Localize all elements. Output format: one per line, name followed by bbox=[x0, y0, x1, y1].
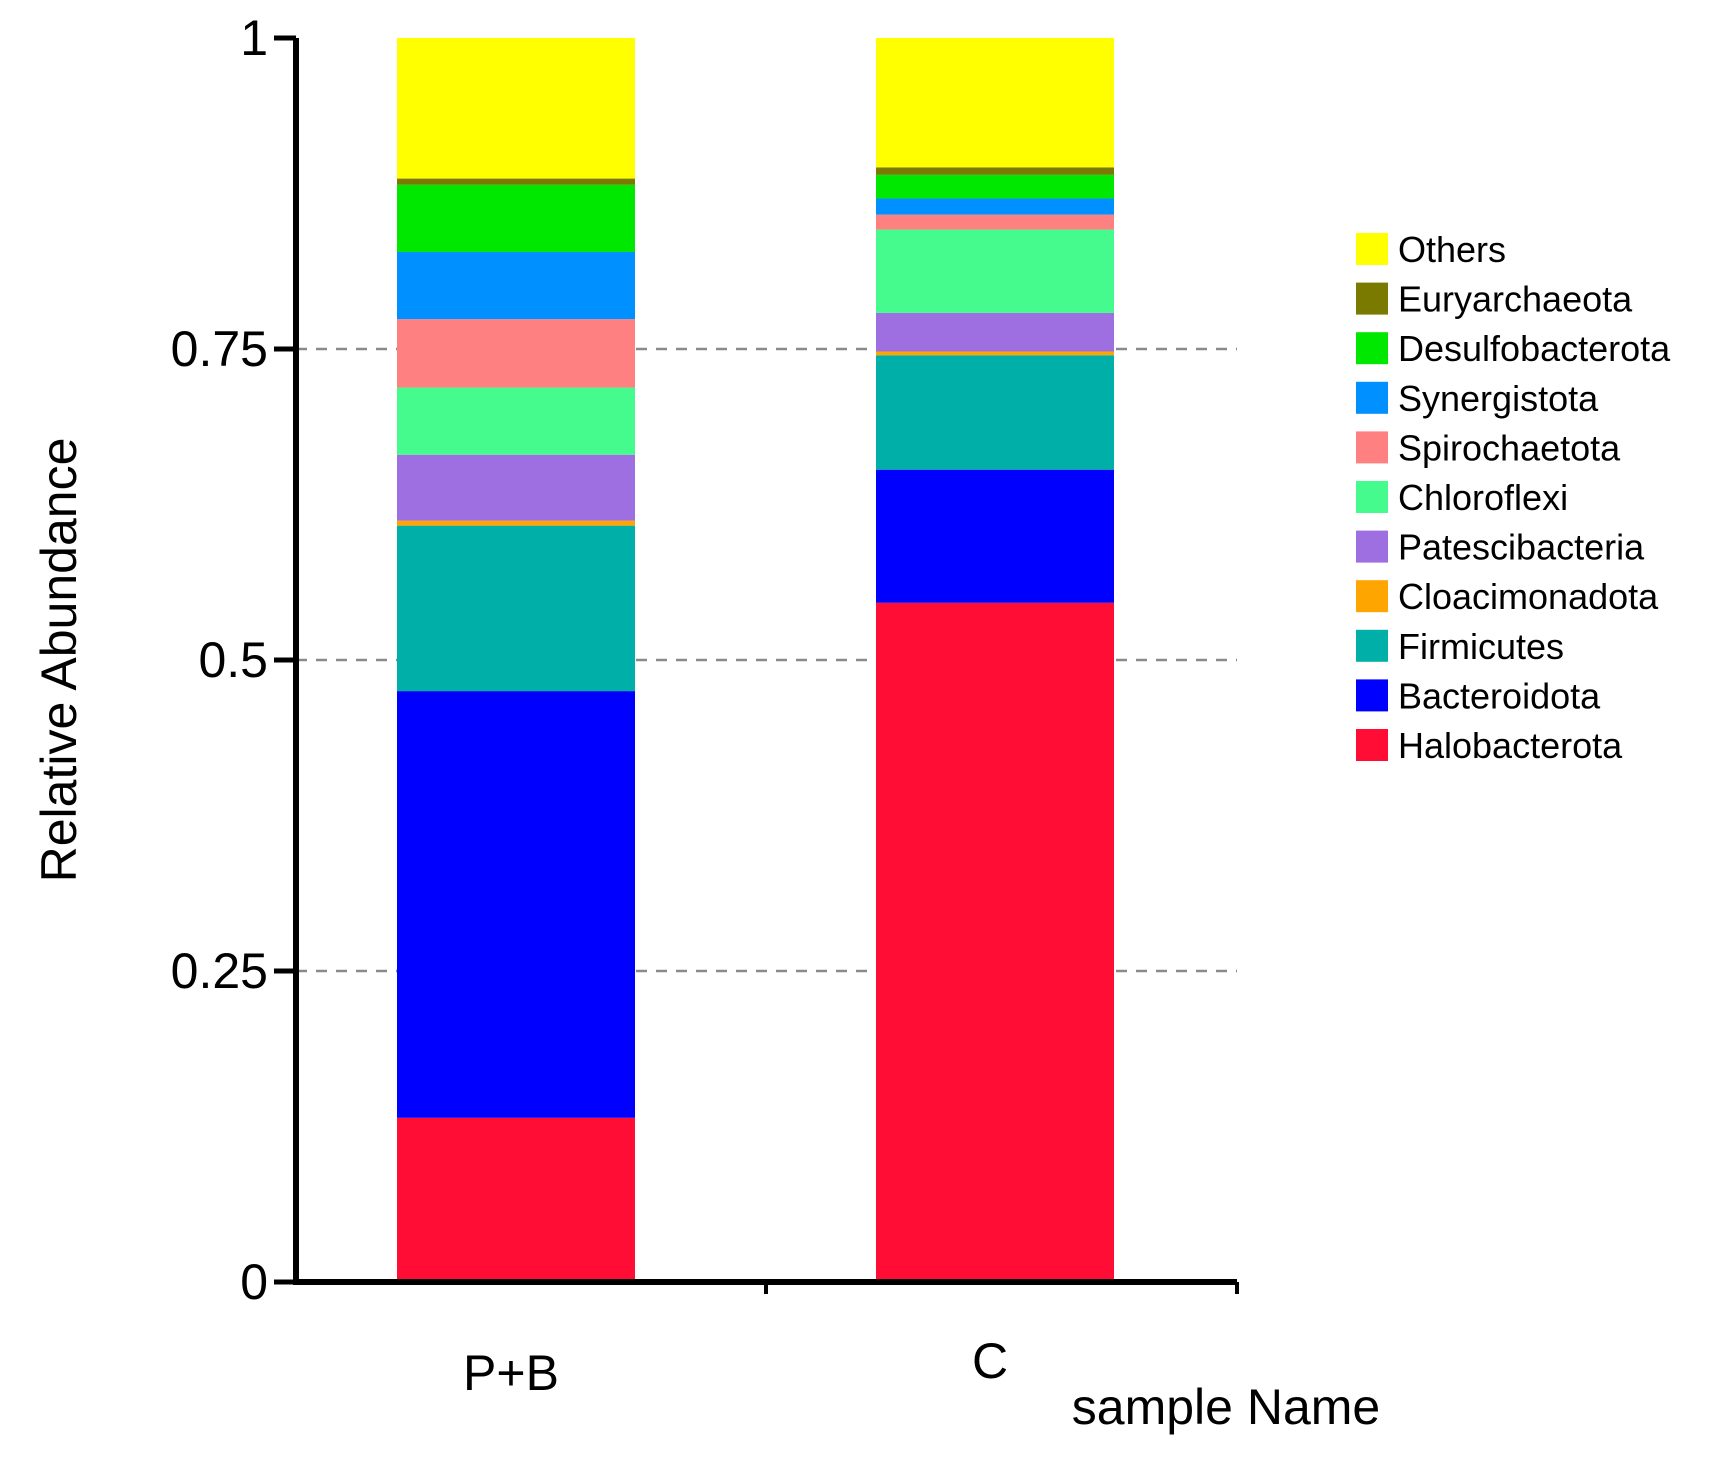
bar-segment-c-patescibacteria bbox=[876, 312, 1114, 352]
bar-segment-c-spirochaetota bbox=[876, 214, 1114, 230]
bar-segment-c-bacteroidota bbox=[876, 469, 1114, 603]
legend-swatch-cloacimonadota bbox=[1356, 580, 1388, 613]
bar-segment-c-chloroflexi bbox=[876, 229, 1114, 313]
legend-swatch-halobacterota bbox=[1356, 729, 1388, 761]
legend-swatch-desulfobacterota bbox=[1356, 332, 1388, 365]
y-tick-label-0-5: 0.5 bbox=[198, 632, 268, 688]
legend-swatch-chloroflexi bbox=[1356, 481, 1388, 513]
bar-segment-p-b-cloacimonadota bbox=[397, 520, 635, 526]
y-axis-title: Relative Abundance bbox=[31, 438, 87, 883]
bar-segment-p-b-halobacterota bbox=[397, 1117, 635, 1282]
y-tick-label-1: 1 bbox=[240, 10, 268, 66]
legend: Others Euryarchaeota Desulfobacterota Syner… bbox=[1356, 229, 1671, 766]
bar-segment-p-b-bacteroidota bbox=[397, 691, 635, 1118]
legend-swatch-spirochaetota bbox=[1356, 431, 1388, 464]
axes bbox=[274, 35, 1239, 1294]
bar-segment-c-synergistota bbox=[876, 198, 1114, 215]
legend-swatch-synergistota bbox=[1356, 381, 1388, 414]
bar-segment-p-b-firmicutes bbox=[397, 525, 635, 692]
legend-swatch-others bbox=[1356, 233, 1388, 265]
bar-segment-p-b-desulfobacterota bbox=[397, 184, 635, 252]
bars bbox=[397, 38, 1114, 1282]
bar-segment-c-desulfobacterota bbox=[876, 174, 1114, 199]
legend-label-patescibacteria: Patescibacteria bbox=[1398, 527, 1645, 568]
bar-segment-p-b-synergistota bbox=[397, 251, 635, 320]
legend-label-cloacimonadota: Cloacimonadota bbox=[1398, 576, 1659, 617]
y-tick-label-0: 0 bbox=[240, 1254, 268, 1310]
y-tick-label-0-75: 0.75 bbox=[171, 321, 268, 377]
legend-label-others: Others bbox=[1398, 229, 1506, 270]
x-category-label-p-b: P+B bbox=[463, 1345, 559, 1401]
bar-segment-c-cloacimonadota bbox=[876, 351, 1114, 356]
legend-label-halobacterota: Halobacterota bbox=[1398, 725, 1623, 766]
legend-label-firmicutes: Firmicutes bbox=[1398, 626, 1564, 667]
legend-label-chloroflexi: Chloroflexi bbox=[1398, 477, 1568, 518]
x-category-label-c: C bbox=[972, 1333, 1008, 1389]
bar-segment-p-b-chloroflexi bbox=[397, 387, 635, 455]
legend-label-desulfobacterota: Desulfobacterota bbox=[1398, 328, 1671, 369]
bar-segment-p-b-spirochaetota bbox=[397, 319, 635, 388]
legend-swatch-euryarchaeota bbox=[1356, 282, 1388, 315]
legend-label-spirochaetota: Spirochaetota bbox=[1398, 427, 1621, 468]
bar-segment-c-halobacterota bbox=[876, 602, 1114, 1282]
legend-swatch-bacteroidota bbox=[1356, 679, 1388, 712]
legend-label-euryarchaeota: Euryarchaeota bbox=[1398, 279, 1633, 320]
bar-segment-p-b-others bbox=[397, 38, 635, 179]
bar-segment-p-b-patescibacteria bbox=[397, 454, 635, 521]
bar-segment-c-euryarchaeota bbox=[876, 167, 1114, 175]
x-axis-title: sample Name bbox=[1072, 1379, 1380, 1435]
legend-swatch-firmicutes bbox=[1356, 629, 1388, 662]
bar-segment-c-others bbox=[876, 38, 1114, 168]
legend-label-bacteroidota: Bacteroidota bbox=[1398, 675, 1601, 716]
legend-swatch-patescibacteria bbox=[1356, 530, 1388, 563]
bar-segment-c-firmicutes bbox=[876, 355, 1114, 470]
legend-label-synergistota: Synergistota bbox=[1398, 378, 1599, 419]
y-tick-label-0-25: 0.25 bbox=[171, 943, 268, 999]
bar-segment-p-b-euryarchaeota bbox=[397, 178, 635, 185]
